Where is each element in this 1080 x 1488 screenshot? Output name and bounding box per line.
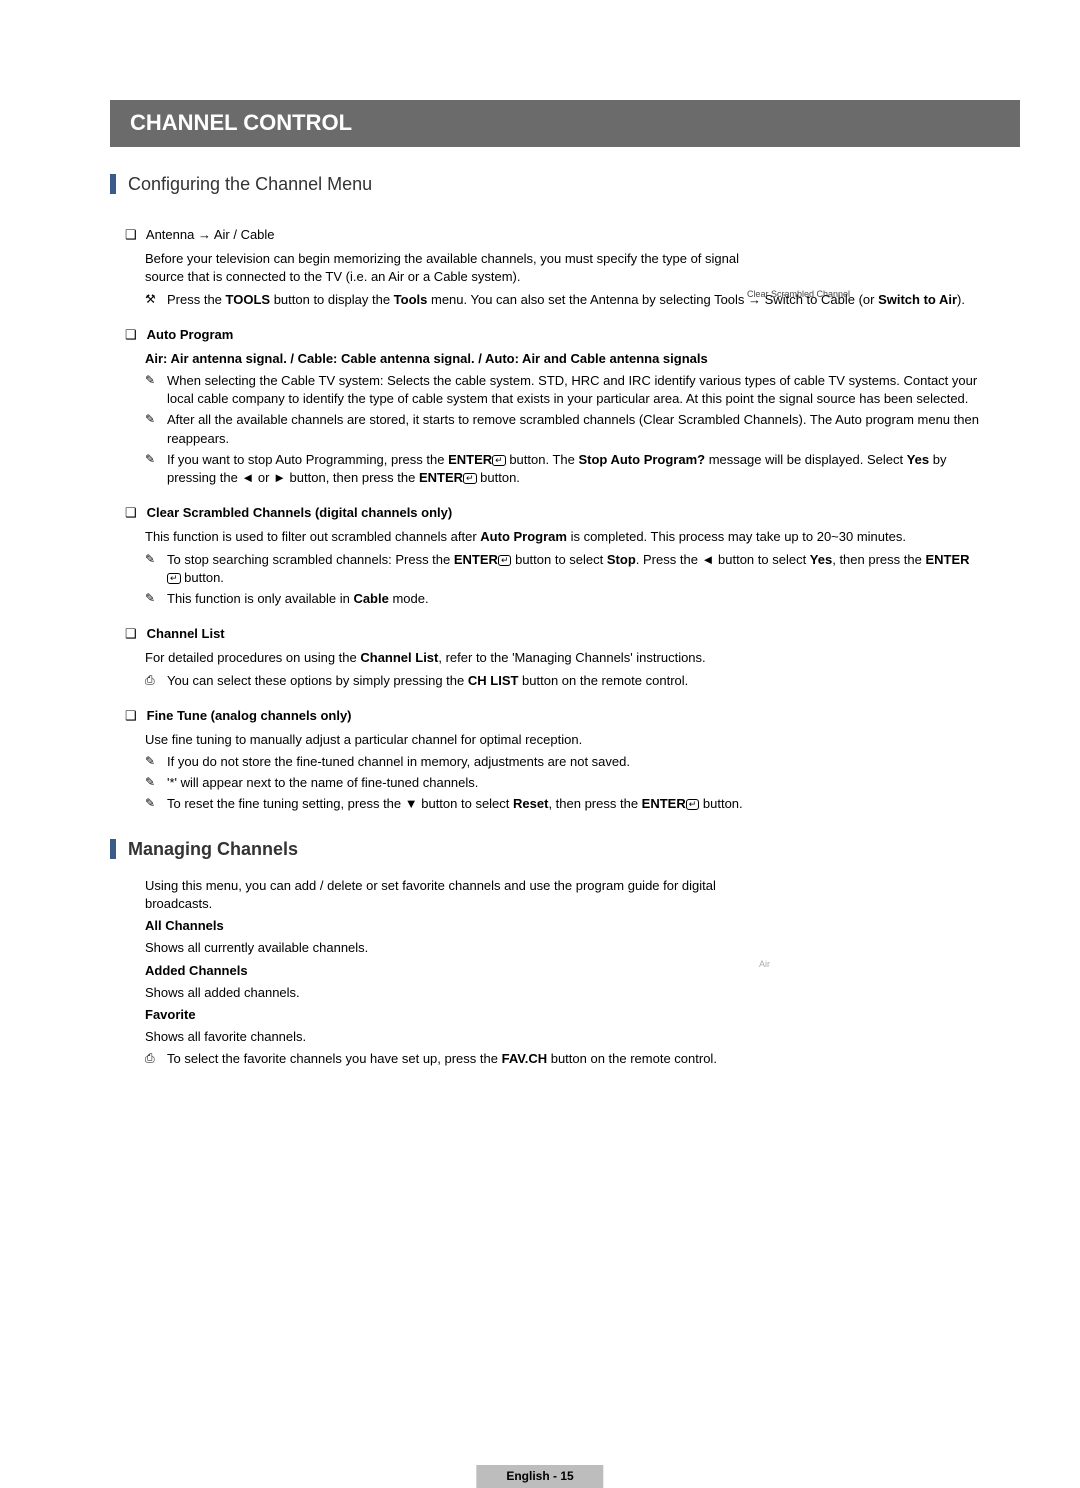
square-marker: ❑ — [125, 707, 143, 725]
favorite-note-text: To select the favorite channels you have… — [167, 1050, 980, 1068]
sub-auto-program: ❑ Auto Program — [125, 326, 1020, 344]
manage-intro: Using this menu, you can add / delete or… — [145, 877, 765, 913]
fine-note-3: ✎ To reset the fine tuning setting, pres… — [145, 795, 980, 813]
remote-icon: ⎙ — [145, 672, 167, 690]
favorite-desc: Shows all favorite channels. — [145, 1028, 960, 1046]
antenna-tools-text: Press the TOOLS button to display the To… — [167, 291, 980, 309]
chapter-banner: CHANNEL CONTROL — [110, 100, 1020, 147]
heading-bar — [110, 174, 116, 194]
section-managing: Managing Channels — [110, 837, 1020, 862]
remote-icon: ⎙ — [145, 1050, 167, 1068]
note-icon: ✎ — [145, 753, 167, 771]
sub-fine-tune: ❑ Fine Tune (analog channels only) — [125, 707, 1020, 725]
clear-note-2: ✎ This function is only available in Cab… — [145, 590, 980, 608]
section-title: Configuring the Channel Menu — [128, 172, 372, 197]
auto-note-1-text: When selecting the Cable TV system: Sele… — [167, 372, 980, 408]
note-icon: ✎ — [145, 795, 167, 813]
enter-icon: ↵ — [167, 573, 181, 584]
enter-icon: ↵ — [686, 799, 700, 810]
auto-note-2-text: After all the available channels are sto… — [167, 411, 980, 447]
square-marker: ❑ — [125, 504, 143, 522]
enter-icon: ↵ — [463, 473, 477, 484]
sub-channel-list: ❑ Channel List — [125, 625, 1020, 643]
note-icon: ✎ — [145, 590, 167, 608]
chlist-desc: For detailed procedures on using the Cha… — [145, 649, 960, 667]
square-marker: ❑ — [125, 625, 143, 643]
tools-icon: ⚒ — [145, 291, 167, 309]
sub-title-antenna: Antenna → Air / Cable — [146, 227, 275, 242]
square-marker: ❑ — [125, 326, 143, 344]
sub-clear-scrambled: ❑ Clear Scrambled Channels (digital chan… — [125, 504, 1020, 522]
added-channels-title: Added Channels — [145, 962, 960, 980]
antenna-desc: Before your television can begin memoriz… — [145, 250, 765, 286]
chlist-note-1-text: You can select these options by simply p… — [167, 672, 980, 690]
note-icon: ✎ — [145, 451, 167, 487]
all-channels-desc: Shows all currently available channels. — [145, 939, 960, 957]
caption-air: Air — [759, 958, 770, 971]
note-icon: ✎ — [145, 551, 167, 587]
antenna-tools-note: ⚒ Press the TOOLS button to display the … — [145, 291, 980, 309]
fine-note-1: ✎ If you do not store the fine-tuned cha… — [145, 753, 980, 771]
sub-title-chlist: Channel List — [147, 626, 225, 641]
added-channels-desc: Shows all added channels. — [145, 984, 960, 1002]
note-icon: ✎ — [145, 774, 167, 792]
sub-title-fine: Fine Tune (analog channels only) — [147, 708, 352, 723]
clear-note-1: ✎ To stop searching scrambled channels: … — [145, 551, 980, 587]
auto-note-2: ✎ After all the available channels are s… — [145, 411, 980, 447]
page-footer: English - 15 — [476, 1465, 603, 1488]
enter-icon: ↵ — [492, 455, 506, 466]
note-icon: ✎ — [145, 372, 167, 408]
caption-clear-scrambled: Clear Scrambled Channel — [747, 288, 850, 301]
clear-note-1-text: To stop searching scrambled channels: Pr… — [167, 551, 980, 587]
enter-icon: ↵ — [498, 555, 512, 566]
fine-note-2: ✎ '*' will appear next to the name of fi… — [145, 774, 980, 792]
fine-note-3-text: To reset the fine tuning setting, press … — [167, 795, 980, 813]
sub-title-clear: Clear Scrambled Channels (digital channe… — [147, 505, 453, 520]
auto-note-1: ✎ When selecting the Cable TV system: Se… — [145, 372, 980, 408]
note-icon: ✎ — [145, 411, 167, 447]
clear-desc: This function is used to filter out scra… — [145, 528, 960, 546]
auto-signals: Air: Air antenna signal. / Cable: Cable … — [145, 350, 765, 368]
auto-note-3: ✎ If you want to stop Auto Programming, … — [145, 451, 980, 487]
sub-title-auto: Auto Program — [147, 327, 234, 342]
auto-note-3-text: If you want to stop Auto Programming, pr… — [167, 451, 980, 487]
fine-desc: Use fine tuning to manually adjust a par… — [145, 731, 960, 749]
section-title-managing: Managing Channels — [128, 837, 298, 862]
favorite-note: ⎙ To select the favorite channels you ha… — [145, 1050, 980, 1068]
favorite-title: Favorite — [145, 1006, 960, 1024]
sub-antenna: ❑ Antenna → Air / Cable — [125, 226, 1020, 244]
fine-note-2-text: '*' will appear next to the name of fine… — [167, 774, 980, 792]
square-marker: ❑ — [125, 226, 143, 244]
chlist-note-1: ⎙ You can select these options by simply… — [145, 672, 980, 690]
section-configuring: Configuring the Channel Menu — [110, 172, 1020, 197]
fine-note-1-text: If you do not store the fine-tuned chann… — [167, 753, 980, 771]
clear-note-2-text: This function is only available in Cable… — [167, 590, 980, 608]
heading-bar — [110, 839, 116, 859]
all-channels-title: All Channels — [145, 917, 960, 935]
